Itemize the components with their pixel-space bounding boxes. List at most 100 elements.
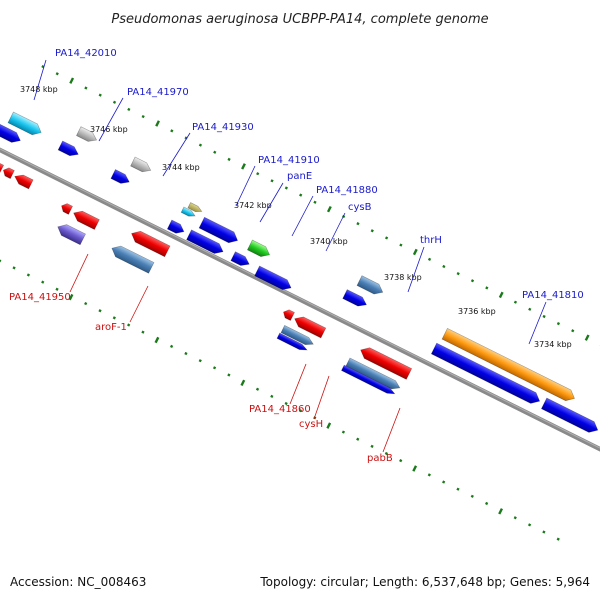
tick-dot xyxy=(485,286,489,290)
forward-cds-arrow[interactable] xyxy=(247,239,272,260)
tick-dot xyxy=(571,329,575,333)
kbp-tick-label: 3748 kbp xyxy=(20,85,58,94)
reverse-cds-arrow[interactable] xyxy=(1,166,15,180)
tick-dot xyxy=(213,150,217,154)
tick-dot xyxy=(227,157,231,162)
gene-label-forward[interactable]: PA14_41810 xyxy=(522,290,584,301)
forward-cds-arrow[interactable] xyxy=(130,156,153,175)
forward-cds-arrow[interactable] xyxy=(76,126,98,145)
kbp-tick-label: 3746 kbp xyxy=(90,125,128,134)
forward-cds-arrow[interactable] xyxy=(356,275,385,297)
gene-leader-line xyxy=(235,165,256,207)
tick-dot xyxy=(154,336,160,344)
forward-cds-arrow[interactable] xyxy=(341,364,396,396)
tick-dot xyxy=(384,236,389,240)
gene-label-forward[interactable]: PA14_41910 xyxy=(258,155,320,166)
forward-cds-arrow[interactable] xyxy=(110,169,132,187)
tick-dot xyxy=(170,129,174,133)
forward-cds-arrow[interactable] xyxy=(230,251,252,269)
reverse-cds-arrow[interactable] xyxy=(281,308,295,321)
forward-cds-arrow[interactable] xyxy=(342,289,369,310)
tick-dot xyxy=(184,351,188,356)
tick-dot xyxy=(84,86,88,90)
map-title: Pseudomonas aeruginosa UCBPP-PA14, compl… xyxy=(111,12,488,27)
forward-cds-arrow[interactable] xyxy=(430,342,542,406)
tick-dot xyxy=(485,501,489,506)
tick-dot xyxy=(513,516,517,520)
tick-dot xyxy=(127,107,131,112)
tick-dot xyxy=(240,379,246,387)
tick-dot xyxy=(298,409,303,413)
gene-leader-line xyxy=(291,195,314,237)
tick-dot xyxy=(498,291,504,299)
tick-dot xyxy=(427,473,431,477)
reverse-cds-arrow[interactable] xyxy=(129,228,171,258)
tick-dot xyxy=(384,451,388,456)
tick-dot xyxy=(169,344,174,349)
tick-dot xyxy=(212,366,217,370)
gene-label-forward[interactable]: thrH xyxy=(420,235,442,246)
gene-label-forward[interactable]: PA14_41930 xyxy=(192,122,254,133)
gene-label-forward[interactable]: PA14_41970 xyxy=(127,87,189,98)
gene-label-reverse[interactable]: cysH xyxy=(299,419,323,430)
forward-cds-arrow[interactable] xyxy=(57,140,80,159)
tick-dot xyxy=(69,77,75,84)
tick-dot xyxy=(41,280,45,284)
gene-leader-line xyxy=(162,132,191,177)
tick-dot xyxy=(141,330,145,334)
kbp-tick-label: 3736 kbp xyxy=(458,307,496,316)
tick-dot xyxy=(341,430,346,434)
reverse-cds-arrow[interactable] xyxy=(358,345,413,380)
forward-cds-arrow[interactable] xyxy=(441,327,577,403)
backbone-highlight xyxy=(0,139,600,462)
tick-dot xyxy=(370,229,374,233)
gene-leader-line xyxy=(98,97,124,142)
reverse-cds-arrow[interactable] xyxy=(292,314,327,339)
forward-cds-arrow[interactable] xyxy=(187,202,203,215)
gene-label-reverse[interactable]: pabB xyxy=(367,453,393,464)
reverse-cds-arrow[interactable] xyxy=(60,202,73,215)
forward-cds-arrow[interactable] xyxy=(254,265,294,293)
tick-dot xyxy=(84,301,88,306)
forward-cds-arrow[interactable] xyxy=(345,357,402,392)
forward-cds-arrow[interactable] xyxy=(0,123,23,145)
gene-leader-line xyxy=(407,246,425,293)
forward-cds-arrow[interactable] xyxy=(180,206,196,219)
kbp-tick-label: 3742 kbp xyxy=(234,201,272,210)
gene-label-forward[interactable]: PA14_41880 xyxy=(316,185,378,196)
forward-cds-arrow[interactable] xyxy=(186,229,226,257)
gene-label-reverse[interactable]: PA14_41950 xyxy=(9,292,71,303)
tick-dot xyxy=(399,459,403,463)
forward-cds-arrow[interactable] xyxy=(276,332,308,353)
tick-dot xyxy=(542,530,546,534)
gene-label-reverse[interactable]: PA14_41860 xyxy=(249,404,311,415)
gene-label-reverse[interactable]: aroF-1 xyxy=(95,322,127,333)
forward-cds-arrow[interactable] xyxy=(541,397,600,436)
reverse-cds-arrow[interactable] xyxy=(0,161,4,174)
tick-dot xyxy=(12,266,16,270)
reverse-cds-arrow[interactable] xyxy=(109,243,155,274)
tick-dot xyxy=(98,93,102,97)
forward-cds-arrow[interactable] xyxy=(198,216,240,246)
tick-dot xyxy=(98,309,102,313)
gene-leader-line xyxy=(129,285,149,323)
forward-cds-arrow[interactable] xyxy=(7,111,44,138)
tick-dot xyxy=(456,487,460,491)
reverse-cds-arrow[interactable] xyxy=(55,221,86,246)
gene-label-forward[interactable]: panE xyxy=(287,171,312,182)
tick-dot xyxy=(427,257,432,261)
accession-text: Accession: NC_008463 xyxy=(10,575,146,589)
forward-cds-arrow[interactable] xyxy=(280,325,315,347)
tick-dot xyxy=(270,394,274,398)
reverse-cds-arrow[interactable] xyxy=(71,208,100,230)
kbp-tick-label: 3744 kbp xyxy=(162,163,200,172)
forward-cds-arrow[interactable] xyxy=(166,219,186,236)
tick-dot xyxy=(470,494,474,498)
reverse-cds-arrow[interactable] xyxy=(13,172,34,190)
gene-label-forward[interactable]: cysB xyxy=(348,202,372,213)
tick-dot xyxy=(326,205,332,213)
tick-dot xyxy=(528,307,532,311)
tick-dot xyxy=(0,259,2,263)
gene-label-forward[interactable]: PA14_42010 xyxy=(55,48,117,59)
